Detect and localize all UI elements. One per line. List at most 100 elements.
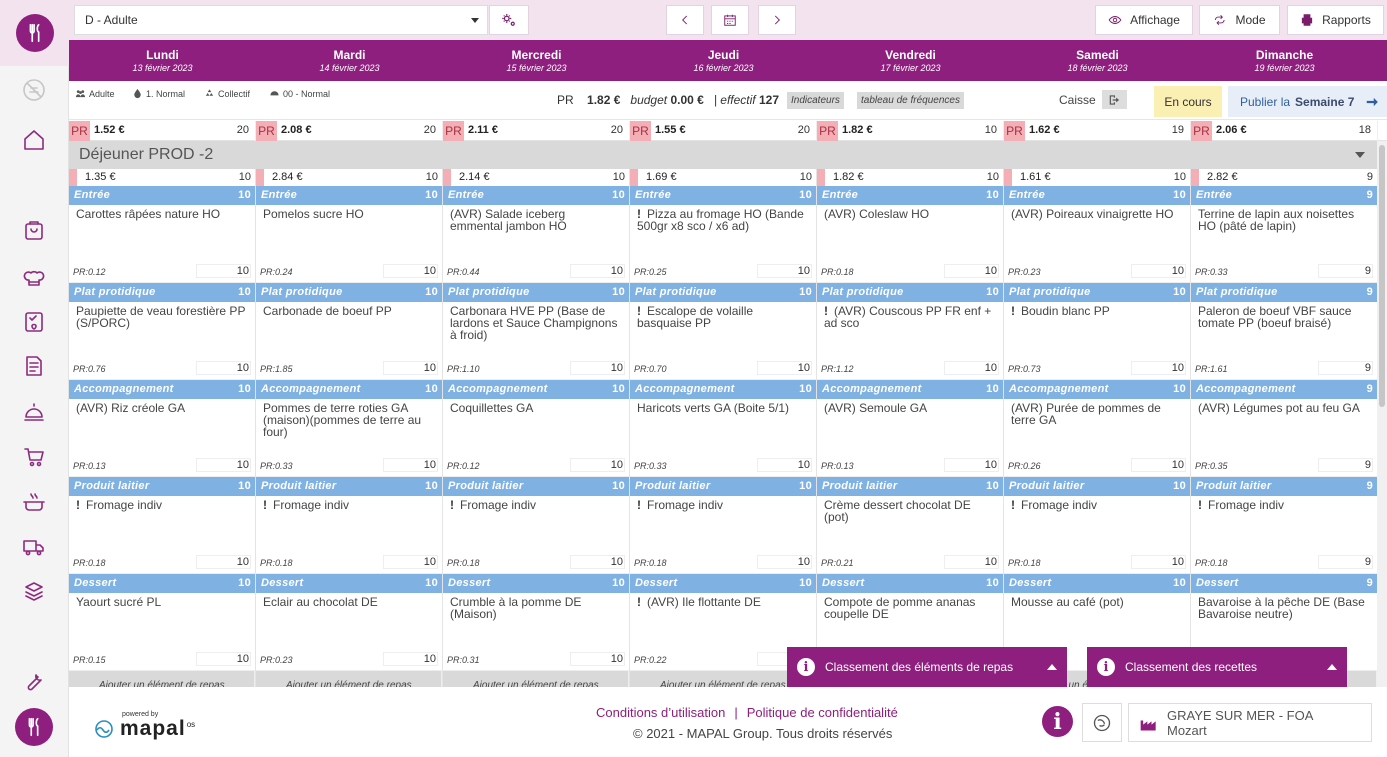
category-header[interactable]: Dessert 10 (256, 574, 442, 593)
category-header[interactable]: Plat protidique 10 (69, 283, 255, 302)
recipe-cell[interactable]: ! Boudin blanc PP PR:0.73 10 (1004, 302, 1190, 380)
category-header[interactable]: Produit laitier 10 (256, 477, 442, 496)
quantity-input[interactable]: 10 (196, 361, 251, 375)
quantity-input[interactable]: 10 (757, 361, 812, 375)
recipe-cell[interactable]: ! Fromage indiv PR:0.18 10 (1004, 496, 1190, 574)
recipe-cell[interactable]: ! Pizza au fromage HO (Bande 500gr x8 sco… (630, 205, 816, 283)
category-header[interactable]: Produit laitier 10 (1004, 477, 1190, 496)
wrench-icon[interactable] (20, 667, 48, 695)
recipe-cell[interactable]: Paupiette de veau forestière PP (S/PORC)… (69, 302, 255, 380)
rapports-button[interactable]: Rapports (1287, 5, 1384, 35)
app-logo[interactable] (0, 0, 69, 66)
add-meal-element-button[interactable]: Ajouter un élément de repas (256, 671, 442, 687)
category-header[interactable]: Dessert 10 (69, 574, 255, 593)
category-header[interactable]: Accompagnement 10 (69, 380, 255, 399)
privacy-link[interactable]: Politique de confidentialité (746, 705, 898, 720)
recipe-cell[interactable]: Terrine de lapin aux noisettes HO (pâté … (1191, 205, 1377, 283)
category-header[interactable]: Produit laitier 10 (443, 477, 629, 496)
menu-select[interactable]: D - Adulte (74, 5, 488, 35)
chef-hat-icon[interactable] (20, 263, 48, 291)
category-header[interactable]: Entrée 10 (630, 186, 816, 205)
affichage-button[interactable]: Affichage (1095, 5, 1193, 35)
calendar-button[interactable] (711, 5, 749, 35)
recipe-cell[interactable]: (AVR) Poireaux vinaigrette HO PR:0.23 10 (1004, 205, 1190, 283)
category-header[interactable]: Plat protidique 10 (1004, 283, 1190, 302)
quantity-input[interactable]: 9 (1318, 555, 1373, 569)
recipe-cell[interactable]: Haricots verts GA (Boite 5/1) PR:0.33 10 (630, 399, 816, 477)
quantity-input[interactable]: 10 (196, 458, 251, 472)
recipe-cell[interactable]: Carbonade de boeuf PP PR:1.85 10 (256, 302, 442, 380)
service-bell-icon[interactable] (20, 398, 48, 426)
quantity-input[interactable]: 9 (1318, 458, 1373, 472)
recipe-cell[interactable]: Pommes de terre roties GA (maison)(pomme… (256, 399, 442, 477)
recipe-cell[interactable]: ! Escalope de volaille basquaise PP PR:0.7… (630, 302, 816, 380)
category-header[interactable]: Plat protidique 10 (256, 283, 442, 302)
meal-elements-ranking-panel[interactable]: i Classement des éléments de repas (787, 647, 1067, 687)
quantity-input[interactable]: 10 (757, 458, 812, 472)
site-selector[interactable]: GRAYE SUR MER - FOA Mozart (1128, 703, 1372, 742)
user-avatar[interactable] (15, 708, 53, 746)
recipe-cell[interactable]: ! (AVR) Couscous PP FR enf + ad sco PR:1.1… (817, 302, 1003, 380)
quantity-input[interactable]: 10 (570, 555, 625, 569)
quantity-input[interactable]: 10 (383, 361, 438, 375)
quantity-input[interactable]: 10 (570, 264, 625, 278)
mode-button[interactable]: Mode (1199, 5, 1280, 35)
recipe-cell[interactable]: (AVR) Salade iceberg emmental jambon HO P… (443, 205, 629, 283)
home-icon[interactable] (20, 126, 48, 154)
quantity-input[interactable]: 10 (196, 555, 251, 569)
settings-button[interactable] (489, 5, 529, 35)
recipe-cell[interactable]: Carottes râpées nature HO PR:0.12 10 (69, 205, 255, 283)
health-checklist-icon[interactable] (20, 308, 48, 336)
category-header[interactable]: Plat protidique 9 (1191, 283, 1377, 302)
category-header[interactable]: Accompagnement 10 (1004, 380, 1190, 399)
quantity-input[interactable]: 10 (383, 555, 438, 569)
recipe-cell[interactable]: ! Fromage indiv PR:0.18 10 (443, 496, 629, 574)
recipe-cell[interactable]: Coquillettes GA PR:0.12 10 (443, 399, 629, 477)
bag-icon[interactable] (20, 216, 48, 244)
recipe-cell[interactable]: (AVR) Semoule GA PR:0.13 10 (817, 399, 1003, 477)
category-header[interactable]: Entrée 10 (817, 186, 1003, 205)
recipe-cell[interactable]: Carbonara HVE PP (Base de lardons et Sau… (443, 302, 629, 380)
recipe-icon[interactable] (20, 352, 48, 380)
quantity-input[interactable]: 10 (1131, 361, 1186, 375)
quantity-input[interactable]: 10 (757, 264, 812, 278)
allergen-button[interactable] (1082, 703, 1122, 742)
recipe-cell[interactable]: Crème dessert chocolat DE (pot) PR:0.21 10 (817, 496, 1003, 574)
category-header[interactable]: Plat protidique 10 (630, 283, 816, 302)
info-button[interactable]: i (1042, 706, 1073, 737)
quantity-input[interactable]: 10 (570, 652, 625, 666)
quantity-input[interactable]: 10 (1131, 458, 1186, 472)
recipes-ranking-panel[interactable]: i Classement des recettes (1087, 647, 1347, 687)
quantity-input[interactable]: 10 (1131, 264, 1186, 278)
stock-boxes-icon[interactable] (20, 578, 48, 606)
previous-week-button[interactable] (666, 5, 704, 35)
category-header[interactable]: Accompagnement 10 (256, 380, 442, 399)
recipe-cell[interactable]: (AVR) Riz créole GA PR:0.13 10 (69, 399, 255, 477)
recipe-cell[interactable]: (AVR) Coleslaw HO PR:0.18 10 (817, 205, 1003, 283)
category-header[interactable]: Plat protidique 10 (817, 283, 1003, 302)
quantity-input[interactable]: 10 (196, 264, 251, 278)
recipe-cell[interactable]: ! Fromage indiv PR:0.18 10 (630, 496, 816, 574)
recipe-cell[interactable]: Paleron de boeuf VBF sauce tomate PP (bo… (1191, 302, 1377, 380)
recipe-cell[interactable]: Yaourt sucré PL PR:0.15 10 (69, 593, 255, 671)
category-header[interactable]: Accompagnement 10 (630, 380, 816, 399)
add-meal-element-button[interactable]: Ajouter un élément de repas (443, 671, 629, 687)
meal-header[interactable]: Déjeuner PROD -2 (69, 141, 1377, 169)
recipe-cell[interactable]: Crumble à la pomme DE (Maison) PR:0.31 10 (443, 593, 629, 671)
quantity-input[interactable]: 10 (944, 458, 999, 472)
conditions-link[interactable]: Conditions d’utilisation (596, 705, 726, 720)
category-header[interactable]: Entrée 10 (256, 186, 442, 205)
recipe-cell[interactable]: ! Fromage indiv PR:0.18 10 (69, 496, 255, 574)
quantity-input[interactable]: 10 (944, 361, 999, 375)
category-header[interactable]: Entrée 9 (1191, 186, 1377, 205)
caisse-export-button[interactable] (1102, 90, 1127, 109)
quantity-input[interactable]: 10 (944, 555, 999, 569)
category-header[interactable]: Dessert 10 (817, 574, 1003, 593)
quantity-input[interactable]: 10 (383, 652, 438, 666)
recipe-cell[interactable]: ! Fromage indiv PR:0.18 9 (1191, 496, 1377, 574)
scrollbar-thumb[interactable] (1379, 145, 1385, 407)
vertical-scrollbar[interactable] (1377, 141, 1387, 687)
quantity-input[interactable]: 9 (1318, 361, 1373, 375)
category-header[interactable]: Plat protidique 10 (443, 283, 629, 302)
category-header[interactable]: Dessert 10 (630, 574, 816, 593)
